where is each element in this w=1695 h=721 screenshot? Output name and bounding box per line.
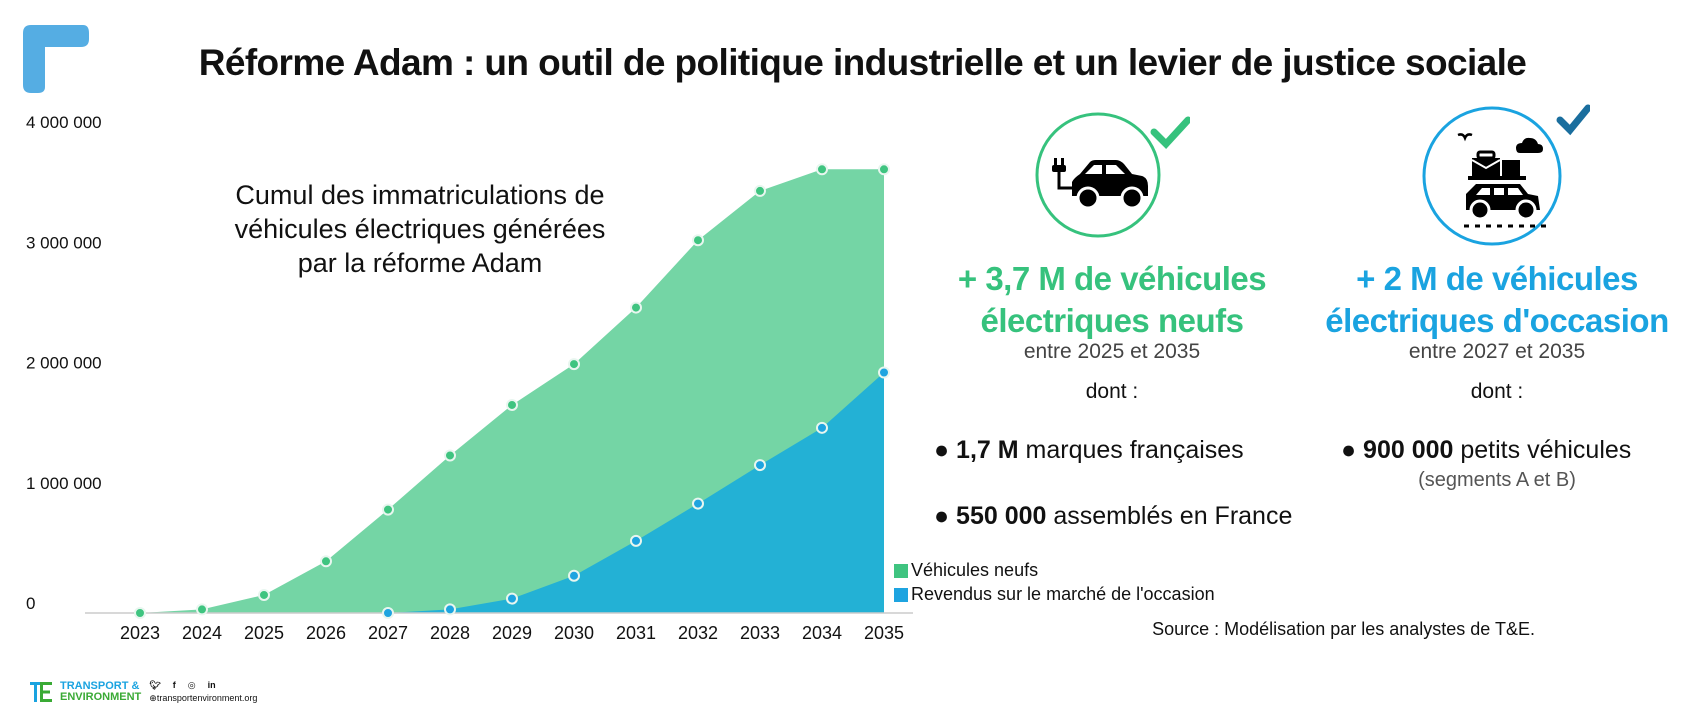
- chart-title: Cumul des immatriculations de véhicules …: [200, 178, 640, 280]
- te-logo-icon: [30, 682, 52, 702]
- panel-new-bullet: ● 1,7 M marques françaises: [934, 436, 1244, 465]
- y-tick-label: 3 000 000: [26, 233, 102, 252]
- panel-used-headline: + 2 M de véhicules électriques d'occasio…: [1307, 258, 1687, 342]
- data-point-used: [630, 534, 642, 547]
- bullet-text: petits véhicules: [1453, 436, 1632, 464]
- data-point-new: [568, 358, 580, 371]
- y-tick-label: 0: [26, 594, 35, 613]
- data-point-used: [754, 459, 766, 472]
- legend-label: Véhicules neufs: [911, 560, 1039, 580]
- legend-label: Revendus sur le marché de l'occasion: [911, 584, 1215, 604]
- logo-mark-icon: [23, 25, 89, 93]
- panel-new-dont: dont :: [1085, 380, 1139, 403]
- data-point-new: [754, 184, 766, 197]
- area-used-vehicles: [388, 372, 884, 613]
- data-point-new: [506, 398, 518, 411]
- panel-new-period: entre 2025 et 2035: [1023, 340, 1201, 363]
- y-tick-label: 4 000 000: [26, 113, 102, 132]
- data-point-new: [878, 163, 890, 176]
- x-tick-label: 2033: [740, 623, 780, 643]
- x-tick-label: 2027: [368, 623, 408, 643]
- x-tick-label: 2023: [120, 623, 160, 643]
- data-point-new: [134, 607, 146, 619]
- data-point-new: [692, 234, 704, 247]
- bullet-dot: ●: [934, 502, 957, 530]
- panel-new-bullet: ● 550 000 assemblés en France: [934, 502, 1292, 531]
- electric-car-icon: [1035, 112, 1190, 238]
- legend-item-used: Revendus sur le marché de l'occasion: [894, 584, 1215, 605]
- headline-line: + 2 M de véhicules: [1356, 260, 1638, 297]
- panel-used-dont: dont :: [1470, 380, 1524, 403]
- panel-used-bullet: ● 900 000 petits véhicules: [1341, 436, 1631, 465]
- y-tick-label: 2 000 000: [26, 354, 102, 373]
- data-point-new: [630, 301, 642, 314]
- data-point-used: [816, 421, 828, 434]
- bullet-value: 900 000: [1363, 436, 1454, 464]
- headline-line: électriques d'occasion: [1325, 302, 1669, 339]
- bullet-value: 1,7 M: [956, 436, 1019, 464]
- org-name-line2: ENVIRONMENT: [60, 691, 142, 703]
- x-tick-label: 2034: [802, 623, 842, 643]
- data-point-used: [568, 569, 580, 582]
- data-point-new: [444, 449, 456, 462]
- twitter-icon[interactable]: 🐦︎: [149, 680, 161, 690]
- data-point-used: [444, 603, 456, 616]
- bullet-note: (segments A et B): [1418, 469, 1576, 491]
- instagram-icon[interactable]: ◎: [187, 680, 196, 690]
- area-chart: 0 1 000 000 2 000 000 3 000 000 4 000 000 20…: [26, 113, 913, 643]
- data-point-new: [382, 503, 394, 516]
- chart-points: [134, 163, 890, 619]
- bullet-value: 550 000: [956, 502, 1047, 530]
- source-note: Source : Modélisation par les analystes …: [1152, 619, 1535, 639]
- x-tick-label: 2030: [554, 623, 594, 643]
- x-tick-label: 2032: [678, 623, 718, 643]
- linkedin-icon[interactable]: in: [207, 680, 216, 690]
- bullet-dot: ●: [1341, 436, 1364, 464]
- x-tick-label: 2024: [182, 623, 222, 643]
- data-point-used: [506, 592, 518, 605]
- social-links: 🐦︎ f ◎ in ⊕transportenvironment.org: [149, 680, 257, 704]
- data-point-used: [382, 607, 394, 619]
- x-tick-label: 2035: [864, 623, 904, 643]
- x-tick-label: 2025: [244, 623, 284, 643]
- panel-new-headline: + 3,7 M de véhicules électriques neufs: [922, 258, 1302, 342]
- footer: TRANSPORT & ENVIRONMENT 🐦︎ f ◎ in ⊕trans…: [30, 680, 257, 704]
- data-point-new: [258, 588, 270, 601]
- org-name-line1: TRANSPORT &: [60, 680, 140, 692]
- x-tick-label: 2028: [430, 623, 470, 643]
- y-axis: 0 1 000 000 2 000 000 3 000 000 4 000 000: [26, 113, 102, 613]
- data-point-new: [320, 555, 332, 568]
- data-point-used: [878, 366, 890, 379]
- headline-line: + 3,7 M de véhicules: [957, 260, 1267, 297]
- bullet-text: assemblés en France: [1046, 502, 1293, 530]
- legend-item-new: Véhicules neufs: [894, 560, 1038, 581]
- x-tick-label: 2026: [306, 623, 346, 643]
- globe-icon: ⊕: [149, 693, 157, 703]
- data-point-new: [816, 163, 828, 176]
- page-title: Réforme Adam : un outil de politique ind…: [198, 42, 1527, 83]
- data-point-new: [196, 603, 208, 616]
- data-point-used: [692, 497, 704, 510]
- chart-title-line: Cumul des immatriculations de: [235, 180, 605, 210]
- bullet-text: marques françaises: [1018, 436, 1244, 464]
- org-name: TRANSPORT & ENVIRONMENT: [60, 681, 141, 703]
- x-tick-label: 2029: [492, 623, 532, 643]
- bullet-dot: ●: [934, 436, 957, 464]
- website-link[interactable]: transportenvironment.org: [156, 693, 258, 703]
- panel-used-period: entre 2027 et 2035: [1408, 340, 1586, 363]
- headline-line: électriques neufs: [980, 302, 1244, 339]
- chart-title-line: véhicules électriques générées: [234, 214, 606, 244]
- x-axis: 2023 2024 2025 2026 2027 2028 2029 2030 2031 2032…: [120, 623, 904, 643]
- loaded-car-icon: [1422, 104, 1590, 246]
- facebook-icon[interactable]: f: [172, 680, 176, 690]
- y-tick-label: 1 000 000: [26, 474, 102, 493]
- legend-swatch-green: [894, 563, 908, 578]
- legend-swatch-blue: [894, 587, 908, 602]
- chart-title-line: par la réforme Adam: [297, 248, 543, 278]
- x-tick-label: 2031: [616, 623, 656, 643]
